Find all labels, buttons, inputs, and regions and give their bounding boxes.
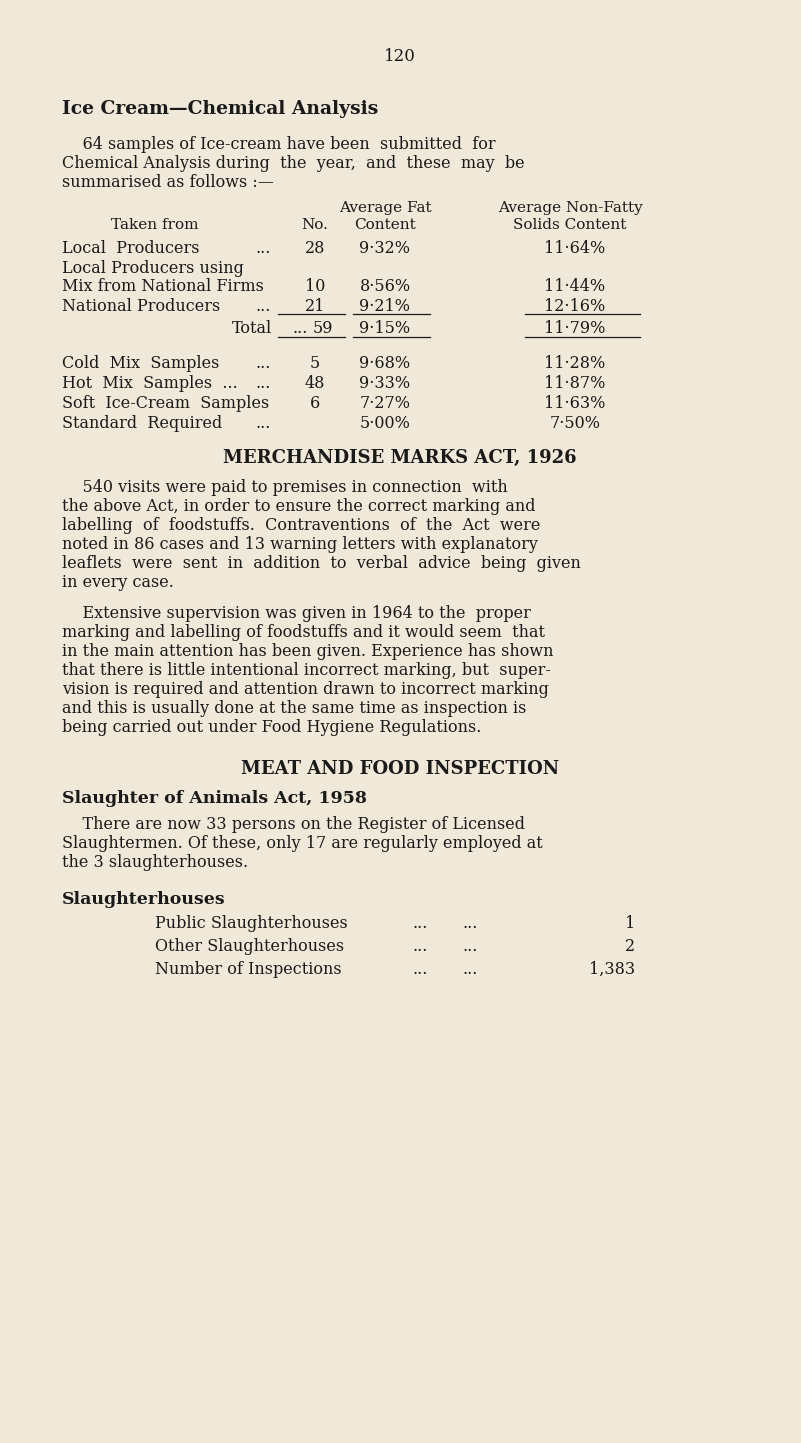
Text: MERCHANDISE MARKS ACT, 1926: MERCHANDISE MARKS ACT, 1926 (223, 449, 577, 468)
Text: National Producers: National Producers (62, 299, 220, 315)
Text: 9·33%: 9·33% (360, 375, 411, 392)
Text: ...: ... (256, 416, 271, 431)
Text: Extensive supervision was given in 1964 to the  proper: Extensive supervision was given in 1964 … (62, 605, 531, 622)
Text: Ice Cream—Chemical Analysis: Ice Cream—Chemical Analysis (62, 100, 378, 118)
Text: Cold  Mix  Samples: Cold Mix Samples (62, 355, 219, 372)
Text: 28: 28 (305, 240, 325, 257)
Text: 7·50%: 7·50% (549, 416, 601, 431)
Text: 9·15%: 9·15% (360, 320, 411, 338)
Text: Chemical Analysis during  the  year,  and  these  may  be: Chemical Analysis during the year, and t… (62, 154, 525, 172)
Text: 2: 2 (625, 938, 635, 955)
Text: that there is little intentional incorrect marking, but  super-: that there is little intentional incorre… (62, 662, 551, 680)
Text: 540 visits were paid to premises in connection  with: 540 visits were paid to premises in conn… (62, 479, 508, 496)
Text: 12·16%: 12·16% (545, 299, 606, 315)
Text: Slaughterhouses: Slaughterhouses (62, 890, 226, 908)
Text: 11·79%: 11·79% (545, 320, 606, 338)
Text: 10: 10 (305, 278, 325, 294)
Text: 11·28%: 11·28% (545, 355, 606, 372)
Text: leaflets  were  sent  in  addition  to  verbal  advice  being  given: leaflets were sent in addition to verbal… (62, 556, 581, 571)
Text: 6: 6 (310, 395, 320, 413)
Text: ...: ... (256, 375, 271, 392)
Text: 11·87%: 11·87% (545, 375, 606, 392)
Text: Slaughter of Animals Act, 1958: Slaughter of Animals Act, 1958 (62, 789, 367, 807)
Text: vision is required and attention drawn to incorrect marking: vision is required and attention drawn t… (62, 681, 549, 698)
Text: marking and labelling of foodstuffs and it would seem  that: marking and labelling of foodstuffs and … (62, 623, 545, 641)
Text: 5·00%: 5·00% (360, 416, 410, 431)
Text: ...: ... (292, 320, 308, 338)
Text: Soft  Ice-Cream  Samples: Soft Ice-Cream Samples (62, 395, 269, 413)
Text: and this is usually done at the same time as inspection is: and this is usually done at the same tim… (62, 700, 526, 717)
Text: 21: 21 (305, 299, 325, 315)
Text: Hot  Mix  Samples  ...: Hot Mix Samples ... (62, 375, 238, 392)
Text: Slaughtermen. Of these, only 17 are regularly employed at: Slaughtermen. Of these, only 17 are regu… (62, 835, 543, 851)
Text: 11·64%: 11·64% (545, 240, 606, 257)
Text: Local  Producers: Local Producers (62, 240, 199, 257)
Text: 9·32%: 9·32% (360, 240, 410, 257)
Text: summarised as follows :—: summarised as follows :— (62, 175, 274, 190)
Text: in the main attention has been given. Experience has shown: in the main attention has been given. Ex… (62, 644, 553, 659)
Text: 7·27%: 7·27% (360, 395, 410, 413)
Text: ...: ... (462, 961, 477, 978)
Text: Public Slaughterhouses: Public Slaughterhouses (155, 915, 348, 932)
Text: 1,383: 1,383 (589, 961, 635, 978)
Text: Local Producers using: Local Producers using (62, 260, 244, 277)
Text: ...: ... (256, 299, 271, 315)
Text: No.: No. (301, 218, 328, 232)
Text: in every case.: in every case. (62, 574, 174, 592)
Text: Number of Inspections: Number of Inspections (155, 961, 341, 978)
Text: 64 samples of Ice-cream have been  submitted  for: 64 samples of Ice-cream have been submit… (62, 136, 496, 153)
Text: 11·63%: 11·63% (545, 395, 606, 413)
Text: Content: Content (354, 218, 416, 232)
Text: Average Non-Fatty: Average Non-Fatty (497, 201, 642, 215)
Text: the above Act, in order to ensure the correct marking and: the above Act, in order to ensure the co… (62, 498, 536, 515)
Text: being carried out under Food Hygiene Regulations.: being carried out under Food Hygiene Reg… (62, 719, 481, 736)
Text: ...: ... (462, 938, 477, 955)
Text: ...: ... (462, 915, 477, 932)
Text: Average Fat: Average Fat (339, 201, 431, 215)
Text: 48: 48 (305, 375, 325, 392)
Text: Taken from: Taken from (111, 218, 199, 232)
Text: the 3 slaughterhouses.: the 3 slaughterhouses. (62, 854, 248, 872)
Text: Total: Total (231, 320, 272, 338)
Text: 9·21%: 9·21% (360, 299, 410, 315)
Text: 1: 1 (625, 915, 635, 932)
Text: Other Slaughterhouses: Other Slaughterhouses (155, 938, 344, 955)
Text: Mix from National Firms: Mix from National Firms (62, 278, 264, 294)
Text: 5: 5 (310, 355, 320, 372)
Text: Solids Content: Solids Content (513, 218, 626, 232)
Text: MEAT AND FOOD INSPECTION: MEAT AND FOOD INSPECTION (241, 760, 559, 778)
Text: labelling  of  foodstuffs.  Contraventions  of  the  Act  were: labelling of foodstuffs. Contraventions … (62, 517, 541, 534)
Text: ...: ... (413, 915, 428, 932)
Text: 59: 59 (312, 320, 333, 338)
Text: 8·56%: 8·56% (360, 278, 411, 294)
Text: 11·44%: 11·44% (545, 278, 606, 294)
Text: 120: 120 (384, 48, 416, 65)
Text: There are now 33 persons on the Register of Licensed: There are now 33 persons on the Register… (62, 815, 525, 833)
Text: ...: ... (256, 240, 271, 257)
Text: ...: ... (413, 961, 428, 978)
Text: noted in 86 cases and 13 warning letters with explanatory: noted in 86 cases and 13 warning letters… (62, 535, 538, 553)
Text: 9·68%: 9·68% (360, 355, 411, 372)
Text: Standard  Required: Standard Required (62, 416, 222, 431)
Text: ...: ... (256, 355, 271, 372)
Text: ...: ... (413, 938, 428, 955)
